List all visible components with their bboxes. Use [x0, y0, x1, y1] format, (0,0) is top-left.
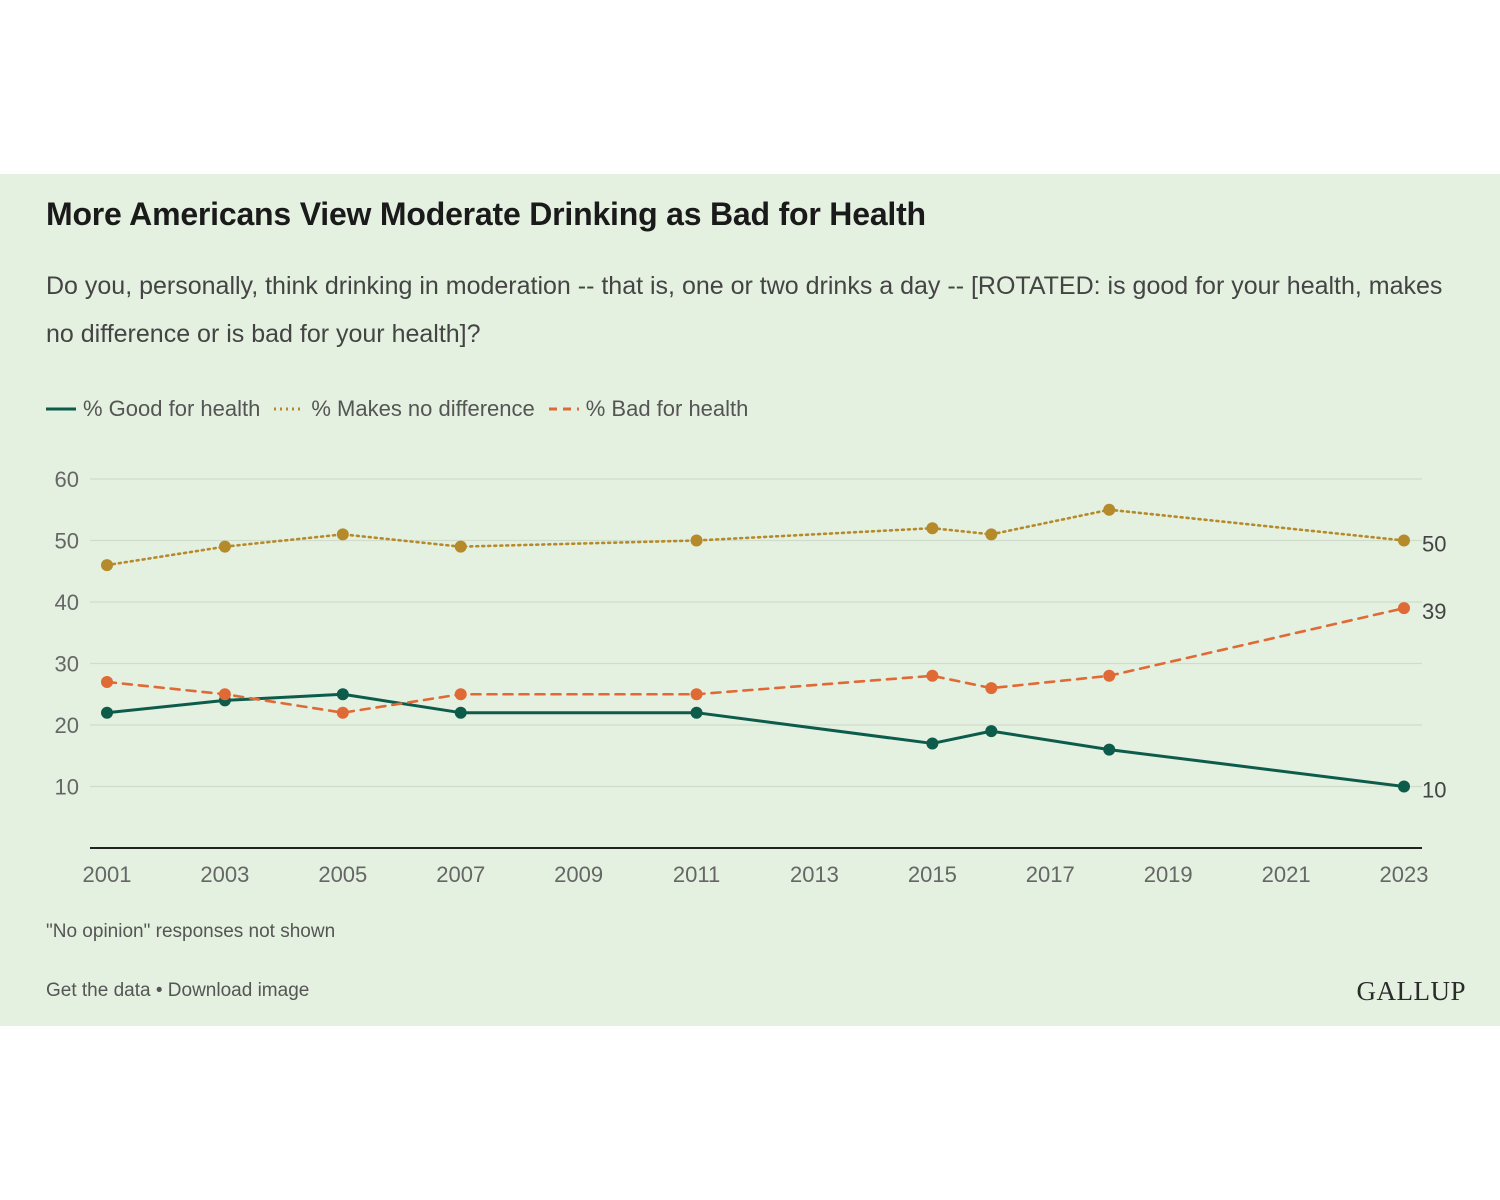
end-label-0: 10 — [1422, 778, 1446, 803]
series-2 — [101, 602, 1410, 719]
legend-item-bad: % Bad for health — [548, 396, 749, 422]
data-point-0-2007 — [454, 706, 467, 719]
series-line-1 — [105, 508, 1406, 567]
x-tick-label-2009: 2009 — [554, 862, 603, 887]
end-label-1: 50 — [1422, 532, 1446, 557]
chart-title: More Americans View Moderate Drinking as… — [46, 196, 926, 232]
y-tick-label-60: 60 — [55, 467, 79, 492]
gallup-logo: GALLUP — [1356, 976, 1466, 1006]
x-tick-label-2021: 2021 — [1262, 862, 1311, 887]
chart-card — [0, 174, 1500, 1026]
y-tick-label-50: 50 — [55, 529, 79, 554]
data-point-1-2003 — [218, 540, 231, 553]
data-point-0-2001 — [101, 706, 113, 719]
x-tick-label-2015: 2015 — [908, 862, 957, 887]
x-tick-label-2005: 2005 — [318, 862, 367, 887]
data-point-0-2005 — [336, 688, 349, 701]
footer-links: Get the data • Download image — [46, 980, 309, 1002]
data-point-1-2023 — [1398, 534, 1410, 547]
series-line-0 — [105, 692, 1406, 788]
data-point-1-2005 — [336, 528, 349, 541]
footer-separator: • — [155, 980, 163, 1001]
legend-label-no-difference: % Makes no difference — [311, 396, 535, 421]
data-point-2-2016 — [985, 682, 998, 695]
download-image-link[interactable]: Download image — [167, 980, 310, 1001]
data-point-2-2001 — [101, 675, 113, 688]
data-point-0-2023 — [1398, 780, 1410, 793]
y-tick-label-30: 30 — [55, 652, 79, 677]
legend-label-good: % Good for health — [83, 396, 261, 421]
data-point-2-2005 — [336, 706, 349, 719]
chart-subtitle: Do you, personally, think drinking in mo… — [46, 272, 1443, 348]
y-tick-label-40: 40 — [55, 590, 79, 615]
data-point-2-2003 — [218, 688, 231, 701]
data-point-2-2023 — [1398, 602, 1410, 615]
data-point-2-2011 — [690, 688, 703, 701]
legend-item-no-difference: % Makes no difference — [274, 396, 535, 422]
legend-label-bad: % Bad for health — [585, 396, 749, 421]
data-point-2-2007 — [454, 688, 467, 701]
x-tick-label-2023: 2023 — [1380, 862, 1429, 887]
legend-swatch-bad — [548, 407, 579, 411]
data-point-0-2011 — [690, 706, 703, 719]
x-tick-label-2007: 2007 — [436, 862, 485, 887]
footnote: "No opinion" responses not shown — [46, 921, 336, 942]
data-point-1-2015 — [926, 522, 939, 535]
data-point-1-2018 — [1103, 503, 1116, 516]
series-0 — [101, 688, 1410, 793]
data-point-0-2016 — [985, 725, 998, 738]
data-point-2-2018 — [1103, 669, 1116, 682]
x-tick-label-2013: 2013 — [790, 862, 839, 887]
y-tick-label-10: 10 — [55, 775, 79, 800]
legend-swatch-no-difference — [274, 407, 305, 411]
data-point-1-2011 — [690, 534, 703, 547]
x-tick-label-2019: 2019 — [1144, 862, 1193, 887]
series-1 — [101, 503, 1410, 572]
data-point-1-2007 — [454, 540, 467, 553]
x-tick-label-2011: 2011 — [673, 862, 720, 887]
y-tick-label-20: 20 — [55, 713, 79, 738]
legend-swatch-good — [46, 407, 76, 411]
data-point-0-2015 — [926, 737, 939, 750]
data-point-0-2018 — [1103, 743, 1116, 756]
data-point-1-2001 — [101, 559, 113, 572]
legend-item-good: % Good for health — [46, 396, 260, 422]
x-tick-label-2003: 2003 — [200, 862, 249, 887]
data-point-1-2016 — [985, 528, 998, 541]
get-data-link[interactable]: Get the data — [46, 980, 151, 1001]
legend: % Good for health % Makes no difference … — [46, 394, 762, 424]
x-tick-label-2017: 2017 — [1026, 862, 1075, 887]
x-tick-label-2001: 2001 — [83, 862, 132, 887]
end-label-2: 39 — [1422, 599, 1446, 624]
data-point-2-2015 — [926, 669, 939, 682]
